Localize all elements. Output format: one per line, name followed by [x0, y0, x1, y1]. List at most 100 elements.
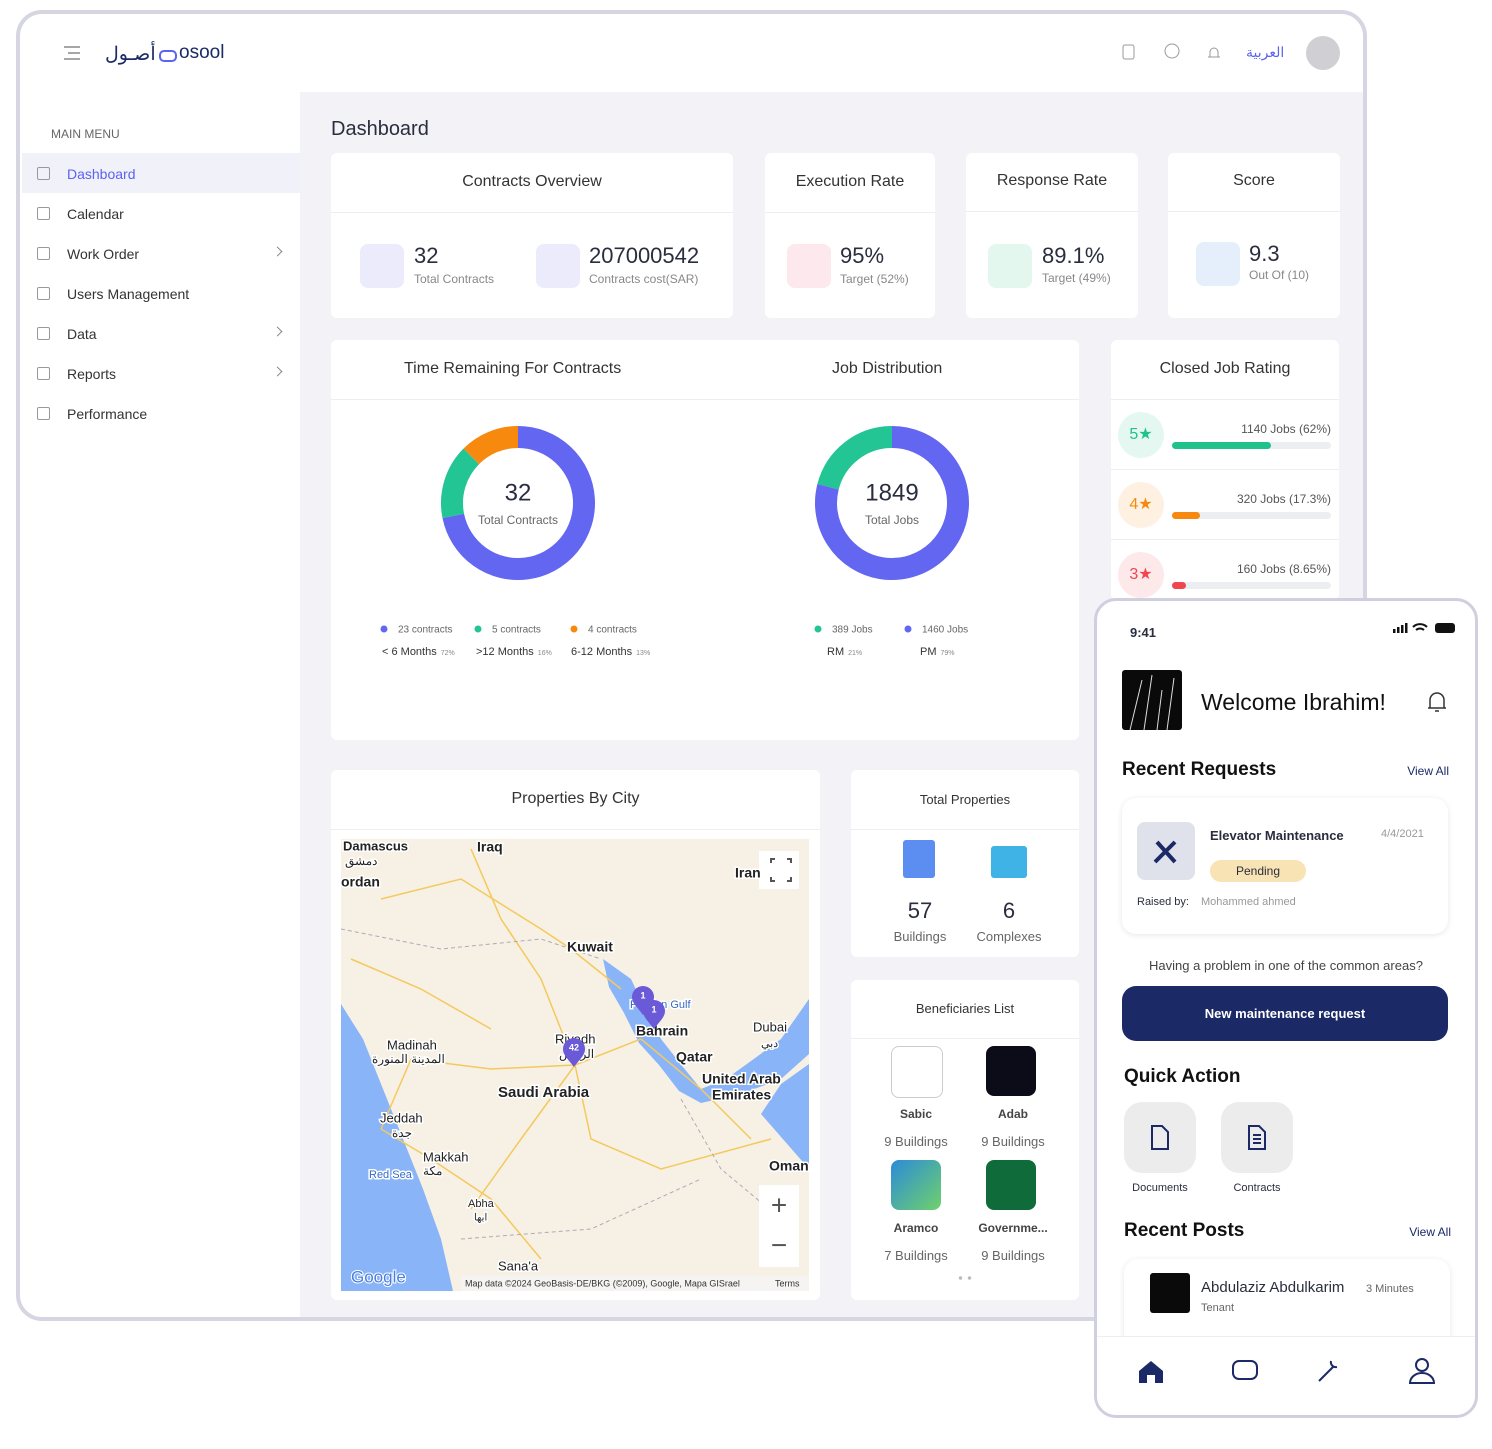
- bell[interactable]: [1425, 689, 1449, 715]
- welcome: Welcome Ibrahim!: [1201, 689, 1386, 715]
- beneficiary-name: Governme...: [978, 1221, 1048, 1235]
- stat-label: Total Contracts: [414, 272, 495, 286]
- card-title: Time Remaining For Contracts: [404, 360, 622, 377]
- map-label: ابها: [474, 1213, 487, 1224]
- stat-value: 9.3: [1249, 241, 1280, 266]
- stat-value: 32: [414, 243, 439, 268]
- total-properties-card: Total Properties 57 Buildings 6 Complexe…: [851, 770, 1079, 957]
- stat-value: 95%: [840, 243, 885, 268]
- legend-dot: [474, 625, 482, 633]
- pager[interactable]: [956, 1276, 974, 1280]
- zoom-out[interactable]: −: [771, 1229, 787, 1260]
- legend-share: 13%: [636, 650, 650, 657]
- closed-job-rating-card: Closed Job Rating: [1111, 340, 1339, 600]
- header-icons[interactable]: [1120, 43, 1230, 63]
- status-icons: [1393, 623, 1455, 633]
- legend-dot: [814, 625, 822, 633]
- contracts-overview-card: Contracts Overview 32 Total Contracts 20…: [331, 153, 733, 318]
- post-card[interactable]: Abdulaziz Abdulkarim 3 Minutes Tenant: [1124, 1259, 1450, 1359]
- map-label: Emirates: [712, 1087, 771, 1103]
- map-label: دمشق: [345, 854, 377, 868]
- zoom-in[interactable]: +: [771, 1189, 787, 1220]
- page-title: Dashboard: [331, 118, 429, 140]
- action-button[interactable]: [1124, 1102, 1196, 1173]
- star-badge: 3★: [1118, 552, 1164, 598]
- status-pill: Pending: [1210, 860, 1306, 882]
- legend-count: 4 contracts: [588, 625, 637, 636]
- menu-item[interactable]: Users Management: [67, 286, 190, 302]
- legend-dot: [570, 625, 578, 633]
- map-label: Qatar: [676, 1049, 713, 1065]
- logo: [891, 1046, 943, 1098]
- menu-active-bg: [22, 153, 300, 193]
- marker-count: 1: [640, 990, 645, 1000]
- menu-item[interactable]: Performance: [67, 406, 148, 422]
- menu-icon[interactable]: [62, 45, 82, 61]
- icon: [360, 244, 404, 288]
- legend-name: PM: [920, 646, 937, 658]
- marker-count: 1: [651, 1004, 656, 1014]
- rating-label: 1140 Jobs (62%): [1241, 422, 1331, 436]
- donut-center-label: Total Jobs: [865, 513, 919, 527]
- score-card: Score 9.3 Out Of (10): [1168, 153, 1340, 318]
- map-label: جدة: [392, 1126, 412, 1140]
- donut-center-value: 1849: [865, 479, 918, 506]
- card-title: Contracts Overview: [462, 173, 602, 190]
- rating-bar: [1172, 582, 1186, 589]
- building-icon: [903, 840, 935, 878]
- action-button[interactable]: [1221, 1102, 1293, 1173]
- request-card[interactable]: Elevator Maintenance 4/4/2021 Pending Ra…: [1122, 798, 1448, 934]
- rating-track: [1172, 512, 1331, 519]
- menu-item[interactable]: Data: [67, 326, 97, 342]
- menu-item[interactable]: Reports: [67, 366, 117, 382]
- new-request-button[interactable]: New maintenance request: [1122, 986, 1448, 1041]
- map[interactable]: DamascusدمشقordanIraqIranKuwaitPersian G…: [341, 839, 809, 1291]
- map-label: Oman: [769, 1158, 809, 1174]
- card-title: Total Properties: [919, 792, 1011, 807]
- map-label: Red Sea: [369, 1169, 413, 1181]
- donut-center-value: 32: [505, 479, 532, 506]
- request-date: 4/4/2021: [1381, 828, 1424, 840]
- header: [20, 14, 1363, 92]
- rating-bar: [1172, 442, 1271, 449]
- map-label: Sana'a: [498, 1258, 539, 1273]
- card-title: Score: [1233, 172, 1275, 189]
- view-all[interactable]: View All: [1409, 1225, 1451, 1239]
- icon: [1196, 242, 1240, 286]
- legend-dot: [380, 625, 388, 633]
- stat-value: 89.1%: [1042, 243, 1105, 268]
- legend-name: RM: [827, 646, 844, 658]
- map-label: Bahrain: [636, 1023, 688, 1039]
- beneficiary-buildings: 7 Buildings: [884, 1248, 948, 1263]
- menu-item[interactable]: Calendar: [67, 206, 124, 222]
- avatar[interactable]: [1306, 36, 1340, 70]
- view-all[interactable]: View All: [1407, 764, 1449, 778]
- legend-count: 23 contracts: [398, 625, 452, 636]
- map-attribution: Map data ©2024 GeoBasis-DE/BKG (©2009), …: [465, 1278, 740, 1288]
- rating-label: 320 Jobs (17.3%): [1236, 492, 1331, 506]
- legend-dot: [904, 625, 912, 633]
- response-rate-card: Response Rate 89.1% Target (49%): [966, 153, 1138, 318]
- attribution-bg: [461, 1276, 809, 1291]
- action-label: Documents: [1132, 1182, 1188, 1194]
- map-marker[interactable]: [643, 1000, 665, 1029]
- raiser: Mohammed ahmed: [1201, 896, 1296, 908]
- icon: [536, 244, 580, 288]
- menu-item[interactable]: Work Order: [67, 246, 140, 262]
- language-switch[interactable]: العربية: [1246, 44, 1285, 60]
- stat-label: Target (52%): [840, 272, 909, 286]
- count: 6: [1002, 898, 1016, 923]
- post-time: 3 Minutes: [1366, 1283, 1414, 1295]
- menu-icon: [37, 287, 50, 300]
- action-label: Contracts: [1233, 1182, 1281, 1194]
- logo-arabic: أصـول: [105, 44, 156, 65]
- legend-name: 6-12 Months: [571, 646, 633, 658]
- donut-center-label: Total Contracts: [478, 513, 558, 527]
- menu-item[interactable]: Dashboard: [67, 166, 136, 182]
- rating-track: [1172, 582, 1331, 589]
- card-title: Response Rate: [996, 172, 1108, 189]
- menu-section: MAIN MENU: [51, 127, 120, 141]
- map-marker[interactable]: [563, 1038, 585, 1067]
- map-terms[interactable]: Terms: [775, 1278, 800, 1288]
- raised-label: Raised by:: [1137, 896, 1189, 908]
